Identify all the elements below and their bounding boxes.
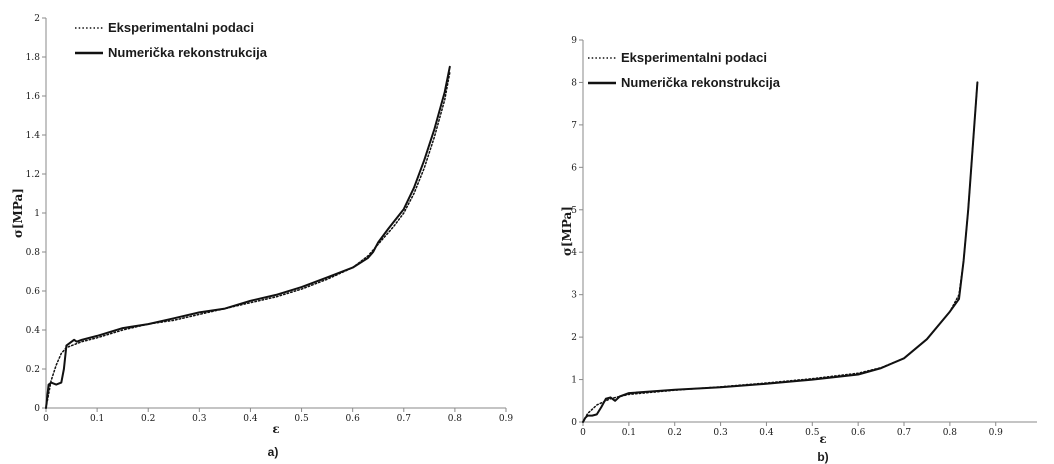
x-tick-label: 0.9 (989, 428, 1004, 438)
series-line-experimental (45, 71, 451, 409)
x-tick-label: 0.5 (294, 414, 309, 424)
y-tick-label: 0.6 (26, 287, 41, 297)
y-tick-label: 9 (571, 36, 577, 46)
y-tick-label: 1.4 (26, 131, 41, 141)
y-tick-label: 2 (34, 14, 40, 24)
panel-label: a) (268, 445, 279, 459)
chart-b: 0 0.1 0.2 0.3 0.4 0.5 0.6 0.7 0.8 0.9 0 1 2 3 4 5 6 7 8 9 Ek… (560, 36, 1037, 464)
y-tick-label: 1.2 (26, 170, 40, 180)
y-tick-label: 4 (571, 248, 577, 258)
x-tick-label: 0.2 (668, 428, 682, 438)
x-tick-label: 0.2 (141, 414, 155, 424)
y-tick-label: 3 (571, 291, 577, 301)
y-tick-label: 0 (34, 404, 40, 414)
y-axis-label: σ[MPa] (560, 206, 574, 256)
x-tick-label: 0.6 (851, 428, 866, 438)
y-tick-label: 8 (571, 78, 577, 88)
x-tick-label: 0.5 (805, 428, 820, 438)
y-tick-label: 0.2 (26, 365, 40, 375)
y-tick-label: 0.4 (26, 326, 41, 336)
y-tick-label: 7 (571, 121, 577, 131)
y-tick-label: 1 (571, 376, 577, 386)
y-axis-label: σ[MPa] (11, 188, 25, 238)
legend-entry-label: Numerička rekonstrukcija (621, 75, 781, 90)
x-tick-label: 0 (43, 414, 49, 424)
x-tick-label: 0.8 (448, 414, 463, 424)
y-tick-label: 0.8 (26, 248, 41, 258)
y-tick-label: 1 (34, 209, 40, 219)
x-tick-label: 0.3 (713, 428, 728, 438)
x-tick-label: 0.7 (897, 428, 912, 438)
x-tick-label: 0 (580, 428, 586, 438)
x-tick-label: 0.9 (499, 414, 514, 424)
y-tick-label: 6 (571, 163, 577, 173)
x-tick-label: 0.1 (90, 414, 104, 424)
x-tick-label: 0.3 (192, 414, 207, 424)
x-tick-label: 0.1 (622, 428, 636, 438)
y-tick-label: 0 (571, 418, 577, 428)
series-line-experimental (582, 81, 979, 423)
y-tick-label: 5 (571, 206, 577, 216)
y-tick-label: 2 (571, 333, 577, 343)
chart-a: 0 0.1 0.2 0.3 0.4 0.5 0.6 0.7 0.8 0.9 0 0.2 0.4 0.6 0.… (11, 14, 513, 459)
x-tick-label: 0.8 (943, 428, 958, 438)
x-axis-label: ε (272, 422, 279, 436)
series-line-numerical (45, 65, 451, 409)
legend-entry-label: Eksperimentalni podaci (621, 50, 767, 65)
x-tick-label: 0.7 (397, 414, 412, 424)
x-tick-label: 0.4 (759, 428, 774, 438)
x-axis-label: ε (819, 432, 826, 446)
panel-label: b) (817, 450, 828, 464)
legend-entry-label: Numerička rekonstrukcija (108, 45, 268, 60)
series-line-numerical (582, 81, 979, 423)
legend-entry-label: Eksperimentalni podaci (108, 20, 254, 35)
y-tick-label: 1.8 (26, 53, 41, 63)
x-tick-label: 0.6 (346, 414, 361, 424)
y-tick-label: 1.6 (26, 92, 41, 102)
x-tick-label: 0.4 (243, 414, 258, 424)
